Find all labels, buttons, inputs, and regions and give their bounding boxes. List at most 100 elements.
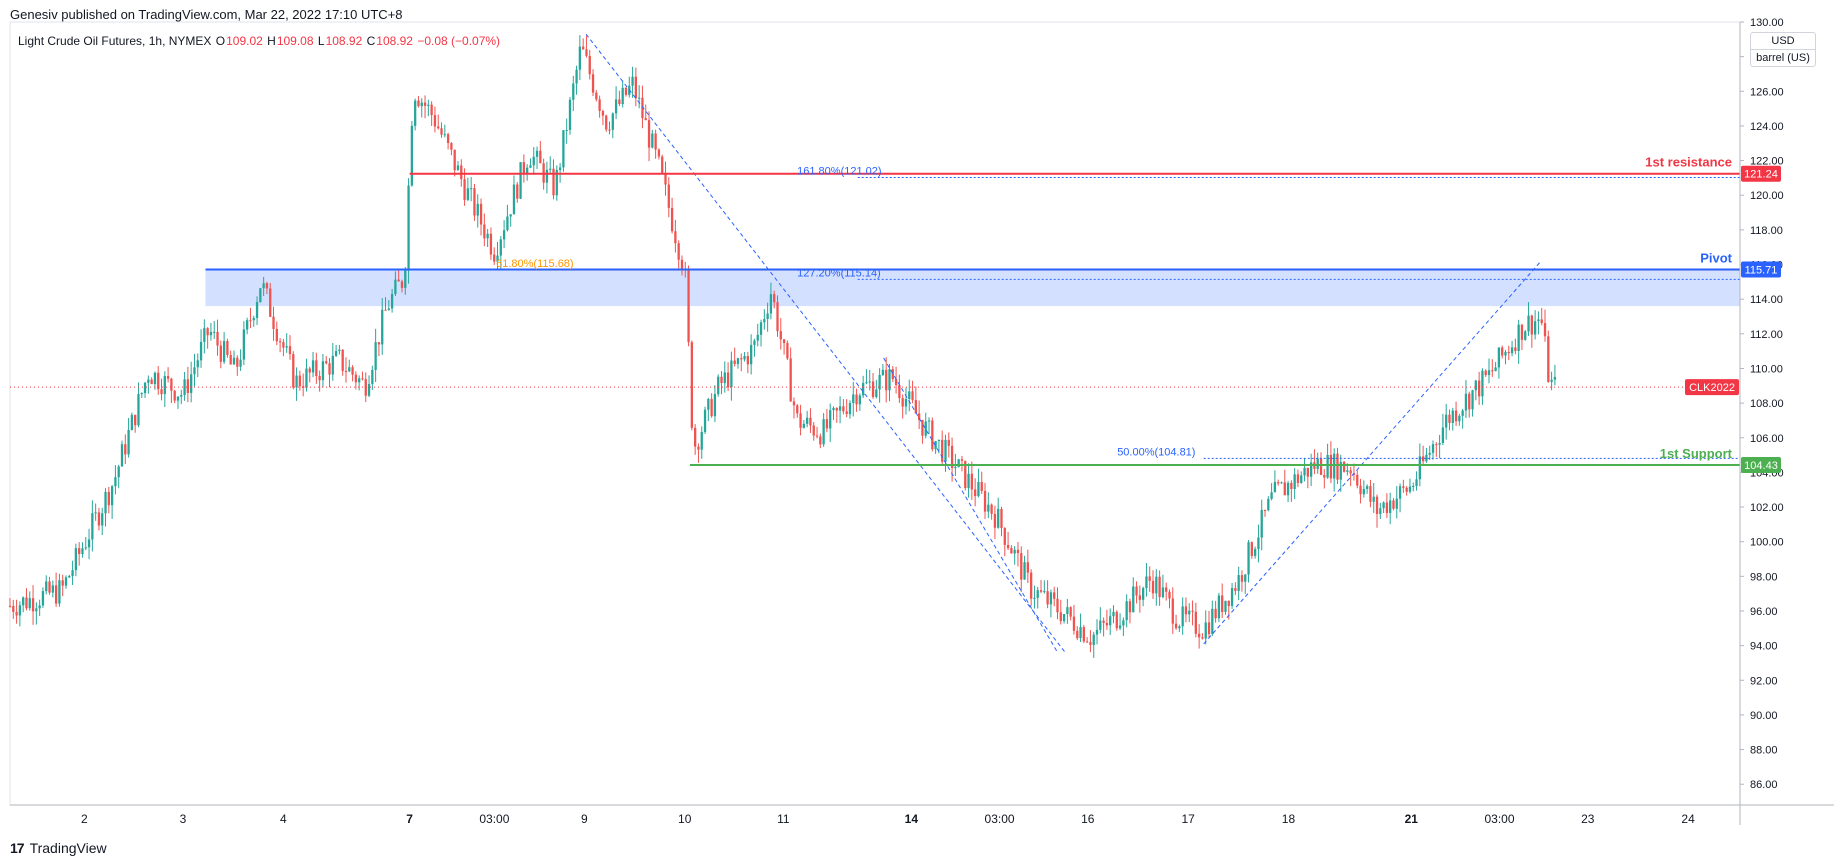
candle-body xyxy=(1138,595,1141,600)
candle-body xyxy=(446,134,450,144)
candle-body xyxy=(259,288,262,302)
candle-body xyxy=(374,342,377,370)
candle-body xyxy=(1319,458,1323,475)
candle-body xyxy=(193,367,196,375)
candle-body xyxy=(997,508,1000,528)
candle-body xyxy=(674,231,677,244)
time-tick-label: 18 xyxy=(1282,812,1296,826)
candle-body xyxy=(315,360,318,376)
candle-body xyxy=(453,149,456,171)
unit-selector[interactable]: USD barrel (US) xyxy=(1750,32,1816,67)
candle-body xyxy=(292,354,295,388)
candle-body xyxy=(361,378,364,380)
symbol-tag-label: CLK2022 xyxy=(1689,382,1735,394)
candle-body xyxy=(1263,509,1267,511)
candle-body xyxy=(1316,458,1319,469)
candle-body xyxy=(1333,453,1336,479)
candle-body xyxy=(1375,496,1379,515)
candle-body xyxy=(97,512,101,526)
candle-body xyxy=(855,394,858,405)
candle-body xyxy=(885,369,888,391)
candle-body xyxy=(740,358,743,360)
time-tick-label: 16 xyxy=(1081,812,1095,826)
candle-body xyxy=(1530,315,1533,335)
candle-body xyxy=(1464,393,1468,411)
candle-body xyxy=(661,156,664,173)
candle-body xyxy=(960,459,964,461)
candle-body xyxy=(578,46,582,70)
candle-body xyxy=(499,239,502,256)
candle-body xyxy=(1217,595,1221,619)
candle-body xyxy=(1082,627,1085,642)
candle-body xyxy=(249,320,252,322)
candle-body xyxy=(1326,454,1329,478)
high-value: 109.08 xyxy=(276,34,314,48)
candle-body xyxy=(1524,331,1527,340)
candle-body xyxy=(232,357,236,365)
candle-body xyxy=(41,591,45,606)
candle-body xyxy=(209,332,213,336)
candle-body xyxy=(1458,415,1461,422)
currency-label[interactable]: USD xyxy=(1771,35,1795,47)
candle-body xyxy=(489,233,493,255)
candle-body xyxy=(423,102,427,106)
candle-body xyxy=(427,104,430,106)
price-tick-label: 86.00 xyxy=(1750,779,1778,791)
candle-body xyxy=(1501,347,1504,356)
candle-body xyxy=(832,408,835,411)
candle-body xyxy=(1184,606,1188,615)
candle-body xyxy=(526,167,529,175)
candle-body xyxy=(539,150,542,164)
candle-body xyxy=(242,329,246,360)
candle-body xyxy=(1085,641,1089,643)
candle-body xyxy=(558,167,562,171)
candle-body xyxy=(1339,461,1342,480)
candle-body xyxy=(1178,626,1181,629)
candle-body xyxy=(1352,473,1356,475)
candle-body xyxy=(1145,576,1148,589)
price-tick-label: 92.00 xyxy=(1750,675,1778,687)
candle-body xyxy=(506,216,509,231)
candle-body xyxy=(1510,347,1514,354)
candle-body xyxy=(285,346,288,348)
candle-body xyxy=(766,313,769,319)
time-tick-label: 3 xyxy=(180,812,187,826)
candle-body xyxy=(878,375,881,390)
candle-body xyxy=(110,486,114,506)
candle-body xyxy=(993,513,997,528)
footer-brand[interactable]: 17 TradingView xyxy=(10,840,107,856)
candle-body xyxy=(970,473,974,490)
candle-body xyxy=(1201,637,1204,639)
candle-body xyxy=(1504,351,1507,356)
candle-body xyxy=(1072,616,1076,631)
price-tick-label: 102.00 xyxy=(1750,502,1784,514)
candle-body xyxy=(153,372,157,385)
candle-body xyxy=(1069,607,1072,617)
candle-body xyxy=(71,570,74,577)
unit-label[interactable]: barrel (US) xyxy=(1751,49,1815,66)
candle-body xyxy=(562,130,565,168)
candle-body xyxy=(1349,470,1352,474)
candle-body xyxy=(173,390,176,401)
candle-body xyxy=(1398,486,1402,499)
candle-body xyxy=(1497,347,1501,368)
time-tick-label: 03:00 xyxy=(1485,812,1515,826)
candle-body xyxy=(456,165,460,171)
candle-body xyxy=(1484,370,1487,376)
candle-body xyxy=(338,349,341,352)
candle-body xyxy=(288,346,292,355)
candle-body xyxy=(1323,474,1326,478)
candle-body xyxy=(1296,474,1300,483)
candle-body xyxy=(805,417,809,424)
candle-body xyxy=(1428,452,1431,455)
price-tick-label: 112.00 xyxy=(1750,329,1783,341)
candle-body xyxy=(1128,601,1132,613)
candle-body xyxy=(127,429,130,455)
candle-body xyxy=(868,381,871,383)
candle-body xyxy=(1122,620,1125,626)
candle-body xyxy=(1547,336,1550,382)
candle-body xyxy=(973,489,977,497)
candle-body xyxy=(473,188,476,216)
chart-grid xyxy=(9,21,1741,806)
